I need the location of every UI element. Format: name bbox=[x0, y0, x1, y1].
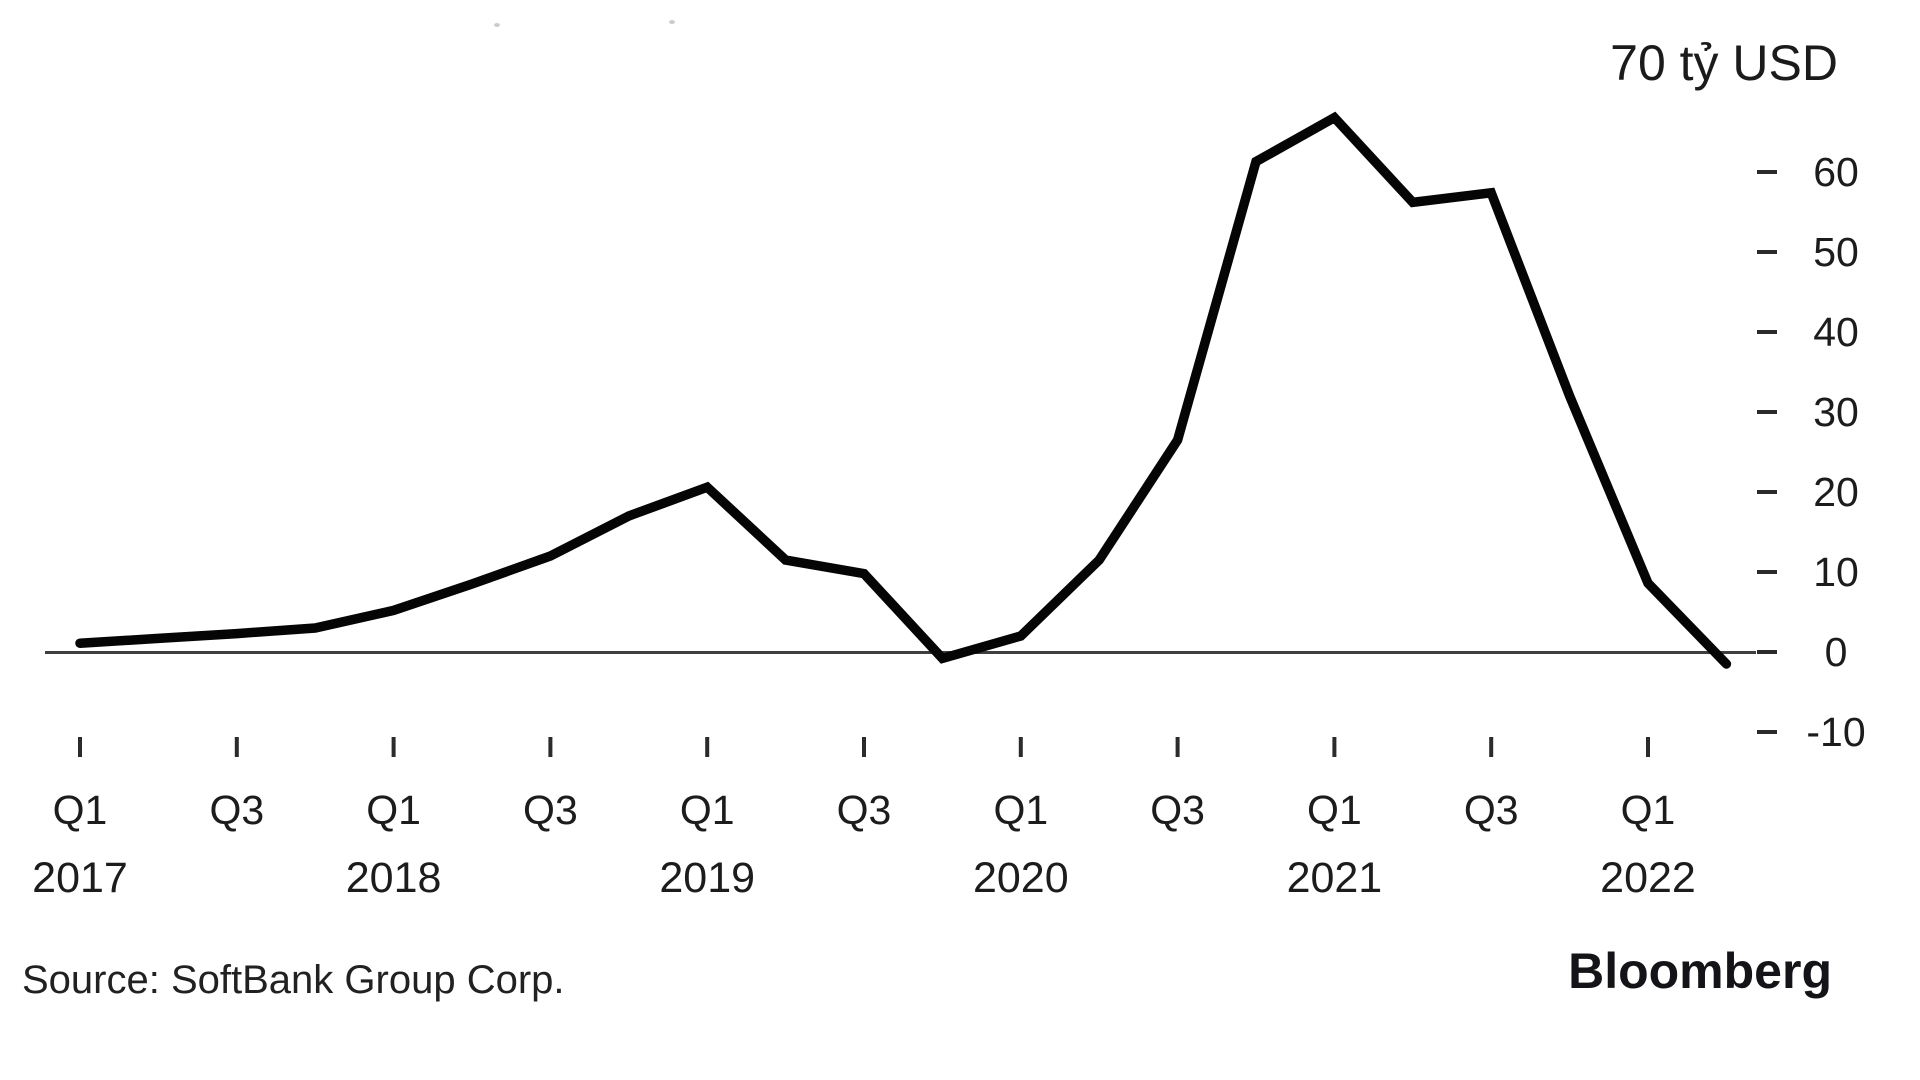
scan-artifact-dot bbox=[669, 20, 675, 24]
x-tick-quarter-label: Q3 bbox=[1150, 787, 1205, 833]
x-tick-year-label: 2017 bbox=[32, 854, 128, 902]
y-tick-label: 10 bbox=[1813, 549, 1859, 595]
source-text: Source: SoftBank Group Corp. bbox=[22, 958, 565, 1002]
bloomberg-logo: Bloomberg bbox=[1568, 943, 1832, 999]
y-tick-label: -10 bbox=[1806, 709, 1865, 755]
y-tick-label: 30 bbox=[1813, 389, 1859, 435]
x-tick-year-label: 2021 bbox=[1287, 854, 1383, 902]
x-tick-quarter-label: Q3 bbox=[837, 787, 892, 833]
y-tick-label: 0 bbox=[1825, 629, 1848, 675]
data-line bbox=[75, 111, 1732, 669]
x-tick-year-label: 2022 bbox=[1600, 854, 1696, 902]
x-tick-quarter-label: Q1 bbox=[53, 787, 108, 833]
y-tick-label: 60 bbox=[1813, 149, 1859, 195]
x-tick-quarter-label: Q3 bbox=[523, 787, 578, 833]
x-tick-quarter-label: Q1 bbox=[680, 787, 735, 833]
y-tick-label: 20 bbox=[1813, 469, 1859, 515]
x-tick-quarter-label: Q1 bbox=[993, 787, 1048, 833]
scan-artifact-dot bbox=[494, 23, 500, 27]
x-tick-quarter-label: Q3 bbox=[1464, 787, 1519, 833]
x-tick-quarter-label: Q1 bbox=[1307, 787, 1362, 833]
y-tick-label: 40 bbox=[1813, 309, 1859, 355]
x-tick-year-label: 2019 bbox=[659, 854, 755, 902]
x-tick-quarter-label: Q1 bbox=[366, 787, 421, 833]
x-tick-quarter-label: Q3 bbox=[209, 787, 264, 833]
x-tick-year-label: 2020 bbox=[973, 854, 1069, 902]
x-tick-quarter-label: Q1 bbox=[1621, 787, 1676, 833]
x-tick-year-label: 2018 bbox=[346, 854, 442, 902]
y-tick-label: 50 bbox=[1813, 229, 1859, 275]
y-axis-unit-label: 70 tỷ USD bbox=[1610, 35, 1838, 91]
